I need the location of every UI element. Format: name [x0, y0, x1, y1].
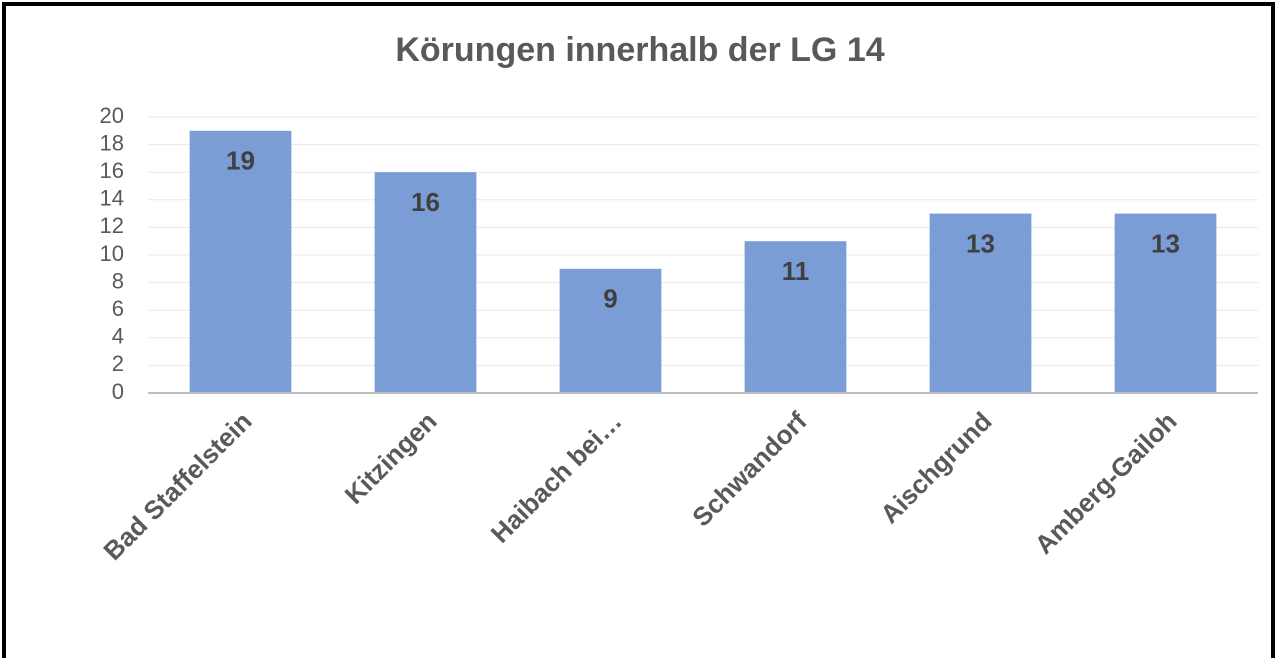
y-tick-label: 20 — [100, 103, 124, 128]
x-tick-label: Kitzingen — [339, 406, 443, 510]
data-label: 13 — [966, 228, 995, 258]
y-tick-label: 18 — [100, 130, 124, 155]
y-tick-label: 16 — [100, 158, 124, 183]
x-tick-label: Aischgrund — [874, 406, 997, 529]
bar — [559, 268, 662, 393]
y-tick-label: 4 — [112, 324, 124, 349]
y-tick-label: 14 — [100, 186, 124, 211]
y-tick-label: 0 — [112, 379, 124, 404]
data-label: 9 — [603, 284, 617, 314]
x-tick-label: Bad Staffelstein — [97, 406, 257, 566]
y-tick-label: 10 — [100, 241, 124, 266]
bar — [929, 213, 1032, 393]
x-tick-label: Haibach bei… — [485, 406, 628, 549]
bar — [189, 130, 292, 394]
y-tick-label: 2 — [112, 351, 124, 376]
y-tick-label: 6 — [112, 296, 124, 321]
data-label: 11 — [782, 256, 810, 286]
bar — [744, 241, 847, 393]
bar — [374, 172, 477, 393]
data-label: 19 — [226, 146, 255, 176]
x-tick-label: Amberg-Gailoh — [1029, 406, 1183, 560]
data-label: 13 — [1151, 228, 1180, 258]
x-tick-label: Schwandorf — [686, 406, 813, 533]
y-tick-label: 12 — [100, 213, 124, 238]
data-label: 16 — [411, 187, 440, 217]
y-tick-label: 8 — [112, 268, 124, 293]
chart-title: Körungen innerhalb der LG 14 — [395, 31, 884, 69]
bar — [1114, 213, 1217, 393]
